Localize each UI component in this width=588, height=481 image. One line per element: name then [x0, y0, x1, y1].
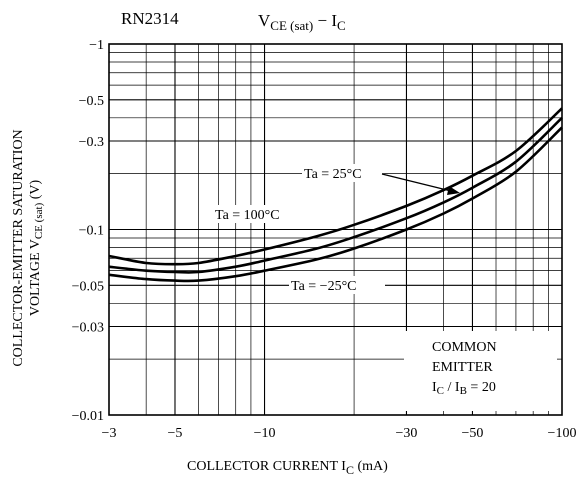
series-line	[108, 107, 563, 266]
svg-text:VOLTAGE VCE (sat) (V): VOLTAGE VCE (sat) (V)	[28, 179, 45, 316]
svg-text:Ta = 25°C: Ta = 25°C	[304, 167, 362, 182]
series-curves	[108, 107, 563, 283]
annotation-ta25: Ta = 25°C	[302, 164, 460, 195]
plot-frame	[108, 43, 563, 416]
svg-text:EMITTER: EMITTER	[432, 360, 493, 375]
x-tick-label: −5	[168, 426, 183, 441]
x-tick-label: −50	[462, 426, 484, 441]
x-tick-label: −10	[254, 426, 276, 441]
legend-box: COMMON EMITTER IC / IB = 20	[404, 331, 557, 411]
y-tick-label: −0.05	[72, 279, 104, 294]
series-line	[108, 126, 563, 283]
svg-text:Ta = −25°C: Ta = −25°C	[291, 279, 357, 294]
x-tick-label: −30	[396, 426, 418, 441]
device-label: RN2314	[121, 9, 179, 28]
annotation-ta-25: Ta = −25°C	[289, 276, 385, 294]
y-tick-label: −0.1	[79, 224, 104, 239]
svg-text:Ta = 100°C: Ta = 100°C	[215, 208, 280, 223]
chart-title: VCE (sat) − IC	[258, 11, 346, 33]
y-tick-label: −0.01	[72, 409, 104, 424]
x-axis-label: COLLECTOR CURRENT IC (mA)	[187, 459, 388, 477]
svg-text:COLLECTOR-EMITTER SATURATION: COLLECTOR-EMITTER SATURATION	[11, 129, 26, 366]
svg-text:IC / IB = 20: IC / IB = 20	[432, 380, 496, 397]
x-tick-label: −3	[102, 426, 117, 441]
series-line	[108, 116, 563, 274]
annotation-ta25-arrowhead	[447, 186, 460, 195]
y-tick-label: −0.3	[79, 135, 104, 150]
y-tick-label: −0.03	[72, 320, 104, 335]
y-axis-label: COLLECTOR-EMITTER SATURATION VOLTAGE VCE…	[11, 129, 45, 366]
tick-labels: −1 −0.5 −0.3 −0.1 −0.05 −0.03 −0.01 −3 −5 −10 −30 −…	[72, 38, 577, 441]
y-tick-label: −1	[89, 38, 104, 53]
annotation-ta100: Ta = 100°C	[213, 205, 299, 223]
x-tick-label: −100	[548, 426, 577, 441]
y-tick-label: −0.5	[79, 94, 104, 109]
annotation-ta25-arrow	[381, 173, 456, 193]
svg-text:COMMON: COMMON	[432, 340, 497, 355]
